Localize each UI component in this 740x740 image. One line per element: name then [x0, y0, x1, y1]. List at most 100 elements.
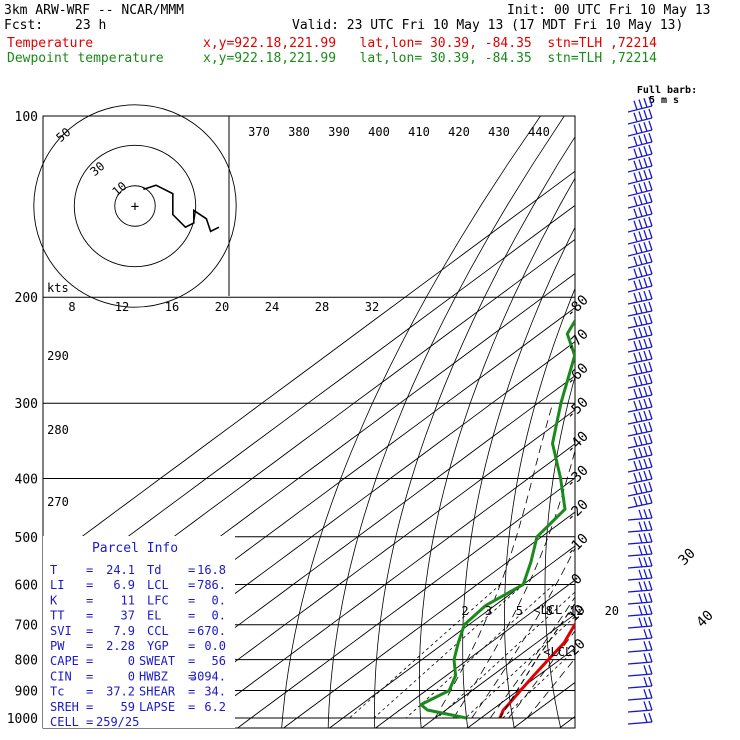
wind-barb-flag [648, 276, 653, 287]
theta-low-label: 280 [47, 423, 69, 437]
isotherm-line [374, 579, 575, 728]
parcel-value: 670. [197, 624, 226, 638]
wind-barb-staff [627, 249, 653, 257]
wind-barb-flag [633, 244, 638, 254]
parcel-info-title: Parcel Info [92, 541, 178, 556]
wind-barb-flag [633, 460, 638, 471]
wind-barb-staff [627, 141, 653, 149]
wind-barb-staff [627, 430, 653, 437]
wind-barb-staff [627, 201, 653, 209]
wind-barb-staff [627, 613, 653, 617]
mixing-ratio-label: 8 [546, 604, 553, 618]
parcel-eq: = [86, 669, 93, 683]
wind-barb-flag [643, 629, 648, 639]
dry-adiabat [374, 136, 575, 728]
wind-barb-staff [627, 117, 653, 125]
temperature-tick-label: -20 [563, 497, 592, 526]
dewpoint-legend: Dewpoint temperature [7, 51, 164, 66]
temperature-tick-label: 30 [676, 546, 699, 569]
wind-barb-flag [648, 604, 653, 615]
wind-barb-staff [627, 153, 653, 161]
dry-adiabat [418, 177, 575, 728]
wind-barb-staff [627, 382, 653, 389]
wind-barb-flag [648, 96, 653, 107]
wind-barb-staff [627, 105, 653, 113]
parcel-eq: = [86, 654, 93, 668]
wind-barb-staff [627, 237, 653, 245]
wind-barb-staff [627, 517, 653, 521]
wind-barb-flag [638, 363, 643, 374]
wind-barb-staff [627, 601, 653, 605]
parcel-value: 259/25 [96, 715, 139, 729]
wind-barb-flag [643, 557, 648, 567]
moist-adiabat [489, 596, 575, 719]
wind-barb-flag [633, 196, 638, 206]
wind-barb-flag [648, 252, 653, 263]
wind-barb-flag [633, 220, 638, 230]
parcel-key: LCL [147, 578, 169, 592]
wind-barb-flag [648, 264, 653, 275]
forecast-hour: 23 h [75, 18, 107, 33]
wind-barb-flag [648, 712, 653, 723]
parcel-value: 2.28 [106, 639, 135, 653]
parcel-value: 37 [121, 609, 135, 623]
wind-barb-staff [627, 673, 653, 677]
wind-barb-flag [648, 493, 653, 504]
wind-barb-flag [648, 144, 653, 155]
wind-barb-staff [627, 285, 653, 293]
wind-barb-flag [648, 168, 653, 179]
pressure-label: 200 [15, 291, 38, 306]
wind-barb-flag [633, 328, 638, 339]
pressure-label: 600 [15, 578, 38, 593]
wind-barb-flag [643, 146, 648, 156]
wind-barb-flag [643, 218, 648, 228]
wind-barb-staff [627, 346, 653, 353]
wind-barb-flag [638, 351, 643, 362]
wind-barb-staff [627, 577, 653, 581]
wind-barb-flag [633, 208, 638, 218]
parcel-key: YGP [147, 639, 169, 653]
theta-label: 380 [288, 125, 310, 139]
parcel-eq: = [188, 639, 195, 653]
wind-barb-flag [648, 700, 653, 711]
moist-adiabat [471, 547, 575, 719]
parcel-eq: = [86, 578, 93, 592]
parcel-eq: = [188, 563, 195, 577]
temperature-tick-label: -40 [563, 428, 592, 457]
wind-barb-flag [643, 521, 648, 531]
wind-barb-flag [648, 592, 653, 603]
wind-barb-staff [627, 165, 653, 173]
temperature-tick-label: -70 [563, 326, 592, 355]
wind-barb-flag [643, 350, 648, 361]
wind-barb-flag [633, 148, 638, 158]
wind-barb-staff [627, 273, 653, 281]
mixing-ratio-label: 5 [516, 604, 523, 618]
wind-barb-flag [643, 158, 648, 168]
theta-label: 390 [328, 125, 350, 139]
wind-barb-flag [638, 435, 643, 446]
wind-barb-flag [633, 436, 638, 447]
wind-barb-flag [643, 593, 648, 603]
wind-barb-flag [643, 194, 648, 204]
wind-barb-flag [643, 314, 648, 325]
wind-barb-flag [648, 228, 653, 239]
wind-barb-flag [643, 182, 648, 192]
parcel-eq: = [188, 609, 195, 623]
parcel-eq: = [86, 700, 93, 714]
wind-barb-flag [643, 110, 648, 120]
wind-barb-flag [648, 664, 653, 675]
parcel-eq: = [188, 624, 195, 638]
wind-barb-flag [648, 568, 653, 579]
hodograph-ring [114, 185, 156, 227]
wind-barb-flag [643, 470, 648, 481]
lcl-marker: <LCL [533, 603, 562, 617]
isotherm-line [512, 681, 575, 728]
wind-barb-flag [633, 256, 638, 266]
wind-barb-flag [638, 99, 643, 109]
wind-barb-flag [633, 136, 638, 146]
parcel-info-box [43, 536, 235, 728]
wind-barb-flag [638, 605, 643, 616]
mixing-ratio-line [349, 584, 501, 719]
dry-adiabat [584, 116, 707, 728]
wind-barb-flag [633, 100, 638, 110]
